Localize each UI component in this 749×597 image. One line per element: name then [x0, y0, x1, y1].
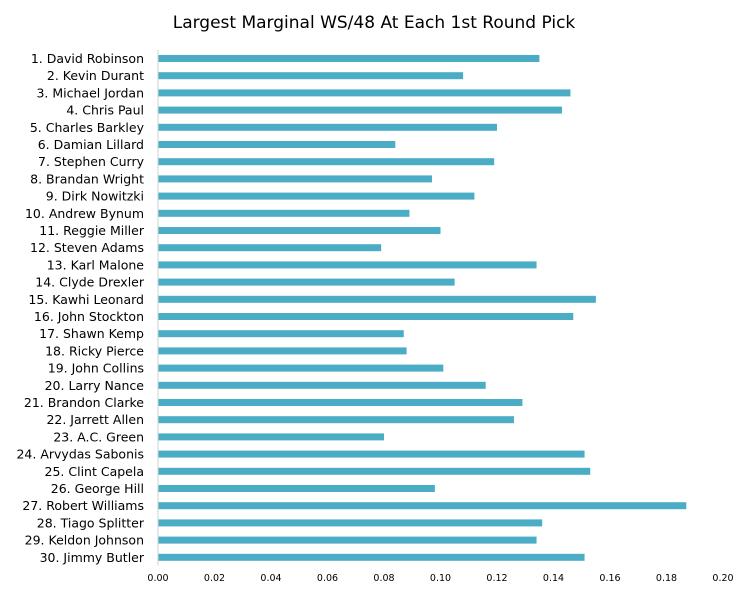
bar-10	[158, 209, 410, 217]
bar-3	[158, 89, 571, 97]
bar-24	[158, 450, 585, 458]
bar-2	[158, 72, 464, 80]
bars-layer	[158, 55, 687, 561]
bar-5	[158, 123, 497, 131]
category-label-24: 24. Arvydas Sabonis	[16, 447, 144, 462]
category-labels: 1. David Robinson 2. Kevin Durant 3. Micha…	[16, 51, 144, 565]
chart-title: Largest Marginal WS/48 At Each 1st Round…	[173, 13, 576, 33]
category-label-26: 26. George Hill	[51, 481, 144, 496]
bar-9	[158, 192, 475, 200]
bar-16	[158, 313, 574, 320]
bar-4	[158, 106, 562, 114]
x-tick-label-0: 0.00	[147, 573, 168, 584]
bar-26	[158, 485, 435, 492]
category-label-5: 5. Charles Barkley	[30, 120, 145, 135]
category-label-1: 1. David Robinson	[31, 51, 144, 66]
x-tick-label-7: 0.14	[543, 573, 564, 584]
x-tick-labels: 0.00 0.02 0.04 0.06 0.08 0.10 0.12 0.14 0.16 0.18…	[147, 573, 733, 584]
category-label-18: 18. Ricky Pierce	[45, 343, 144, 358]
bar-8	[158, 175, 433, 183]
category-label-2: 2. Kevin Durant	[47, 68, 144, 83]
category-label-17: 17. Shawn Kemp	[39, 326, 144, 341]
x-tick-label-8: 0.16	[599, 573, 620, 584]
category-label-20: 20. Larry Nance	[45, 378, 145, 393]
bar-17	[158, 330, 404, 338]
category-label-11: 11. Reggie Miller	[39, 223, 145, 238]
bar-7	[158, 158, 495, 166]
bar-14	[158, 278, 455, 286]
category-label-8: 8. Brandan Wright	[30, 171, 144, 186]
category-label-21: 21. Brandon Clarke	[24, 395, 144, 410]
bar-21	[158, 399, 523, 406]
x-tick-label-2: 0.04	[260, 573, 281, 584]
bar-25	[158, 467, 591, 475]
bar-11	[158, 227, 441, 234]
category-label-7: 7. Stephen Curry	[38, 154, 145, 169]
category-label-9: 9. Dirk Nowitzki	[46, 189, 144, 204]
bar-13	[158, 261, 537, 269]
category-label-14: 14. Clyde Drexler	[35, 275, 145, 290]
category-label-29: 29. Keldon Johnson	[25, 533, 144, 548]
x-tick-label-4: 0.08	[373, 573, 394, 584]
bar-28	[158, 519, 543, 527]
x-tick-label-9: 0.18	[656, 573, 677, 584]
bar-30	[158, 553, 585, 561]
bar-18	[158, 347, 407, 355]
x-tick-label-5: 0.10	[430, 573, 451, 584]
category-label-28: 28. Tiago Splitter	[37, 515, 145, 530]
x-tick-label-10: 0.20	[712, 573, 733, 584]
category-label-6: 6. Damian Lillard	[38, 137, 144, 152]
category-label-3: 3. Michael Jordan	[36, 85, 144, 100]
category-label-25: 25. Clint Capela	[45, 464, 144, 479]
bar-20	[158, 381, 486, 389]
category-label-10: 10. Andrew Bynum	[25, 206, 144, 221]
category-label-27: 27. Robert Williams	[22, 498, 144, 513]
category-label-19: 19. John Collins	[48, 361, 144, 376]
bar-19	[158, 364, 444, 372]
bar-23	[158, 433, 384, 441]
bar-12	[158, 244, 382, 252]
category-label-15: 15. Kawhi Leonard	[28, 292, 144, 307]
category-label-30: 30. Jimmy Butler	[40, 550, 145, 565]
category-label-23: 23. A.C. Green	[53, 429, 144, 444]
bar-29	[158, 536, 537, 544]
category-label-22: 22. Jarrett Allen	[46, 412, 144, 427]
bar-6	[158, 141, 396, 148]
category-label-4: 4. Chris Paul	[66, 103, 144, 118]
category-label-12: 12. Steven Adams	[30, 240, 144, 255]
x-tick-label-6: 0.12	[486, 573, 507, 584]
bar-22	[158, 416, 514, 424]
x-tick-label-1: 0.02	[204, 573, 225, 584]
bar-1	[158, 55, 540, 62]
category-label-13: 13. Karl Malone	[47, 257, 145, 272]
bar-15	[158, 295, 596, 303]
x-tick-label-3: 0.06	[317, 573, 338, 584]
category-label-16: 16. John Stockton	[34, 309, 144, 324]
bar-27	[158, 502, 687, 510]
